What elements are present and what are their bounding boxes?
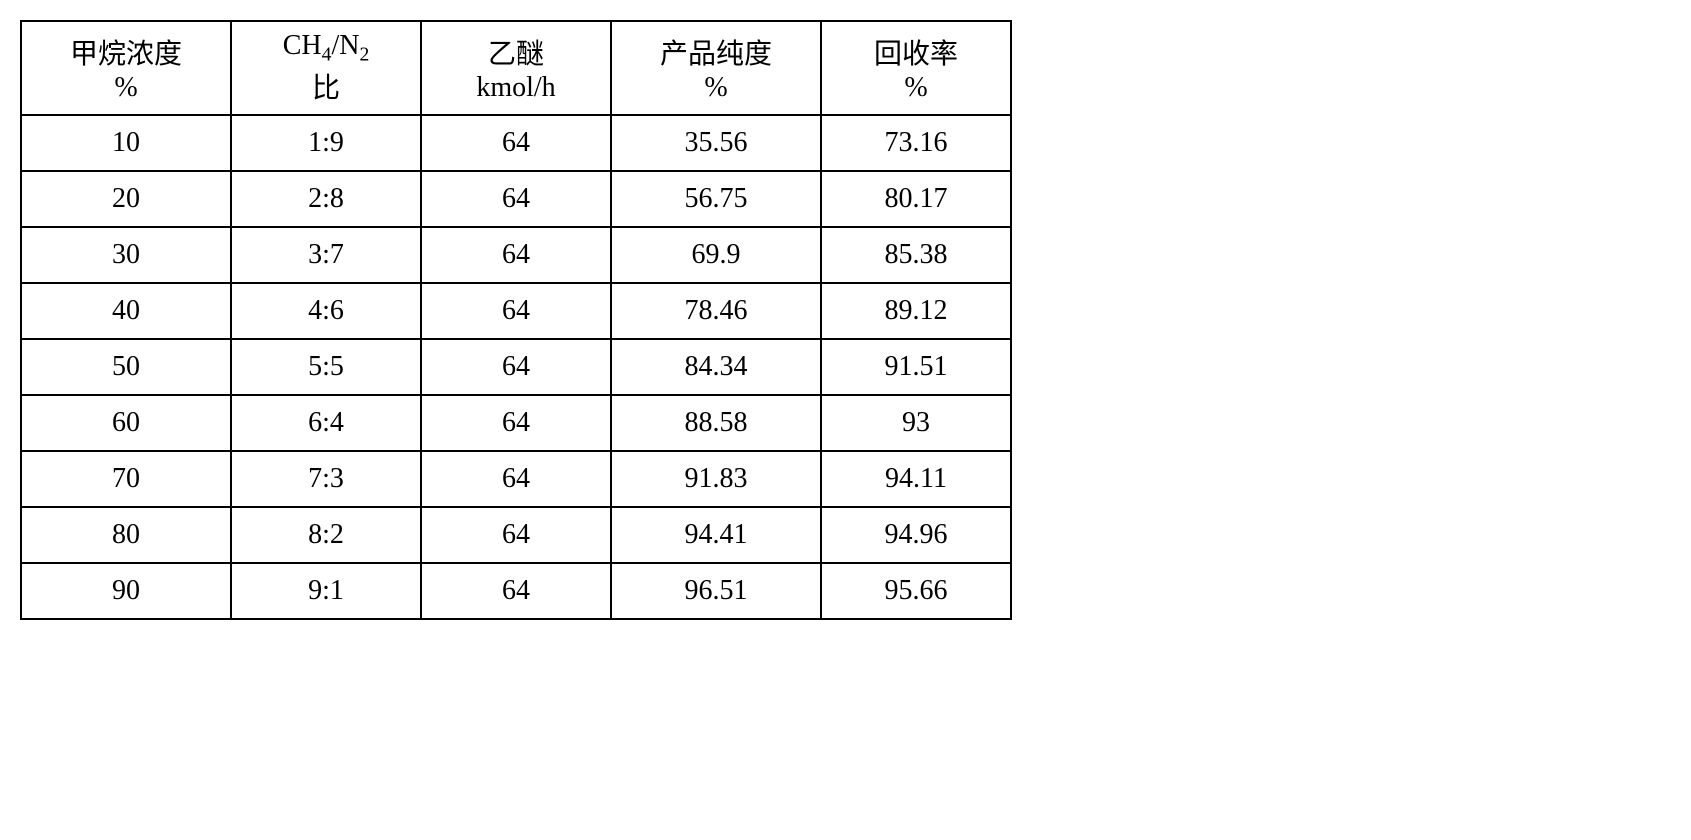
column-header-2: 乙醚kmol/h <box>421 21 611 115</box>
header-line2: 比 <box>246 66 406 106</box>
table-cell: 85.38 <box>821 227 1011 283</box>
table-cell: 6:4 <box>231 395 421 451</box>
column-header-1: CH4/N2比 <box>231 21 421 115</box>
table-cell: 64 <box>421 283 611 339</box>
header-line2: kmol/h <box>436 72 596 104</box>
table-cell: 64 <box>421 115 611 171</box>
table-cell: 64 <box>421 395 611 451</box>
table-cell: 91.83 <box>611 451 821 507</box>
column-header-3: 产品纯度% <box>611 21 821 115</box>
table-cell: 10 <box>21 115 231 171</box>
table-cell: 8:2 <box>231 507 421 563</box>
table-cell: 64 <box>421 451 611 507</box>
table-row: 404:66478.4689.12 <box>21 283 1011 339</box>
table-cell: 64 <box>421 507 611 563</box>
table-cell: 9:1 <box>231 563 421 619</box>
column-header-4: 回收率% <box>821 21 1011 115</box>
table-cell: 7:3 <box>231 451 421 507</box>
table-cell: 80.17 <box>821 171 1011 227</box>
table-cell: 30 <box>21 227 231 283</box>
table-cell: 94.41 <box>611 507 821 563</box>
data-table: 甲烷浓度%CH4/N2比乙醚kmol/h产品纯度%回收率% 101:96435.… <box>20 20 1012 620</box>
table-row: 707:36491.8394.11 <box>21 451 1011 507</box>
table-cell: 93 <box>821 395 1011 451</box>
table-cell: 60 <box>21 395 231 451</box>
table-row: 303:76469.985.38 <box>21 227 1011 283</box>
table-cell: 95.66 <box>821 563 1011 619</box>
table-cell: 5:5 <box>231 339 421 395</box>
header-line1: 乙醚 <box>436 32 596 72</box>
table-cell: 94.11 <box>821 451 1011 507</box>
table-cell: 84.34 <box>611 339 821 395</box>
column-header-0: 甲烷浓度% <box>21 21 231 115</box>
table-row: 909:16496.5195.66 <box>21 563 1011 619</box>
table-cell: 70 <box>21 451 231 507</box>
table-cell: 96.51 <box>611 563 821 619</box>
header-line2: % <box>626 72 806 104</box>
header-line2: % <box>36 72 216 104</box>
table-cell: 80 <box>21 507 231 563</box>
table-cell: 35.56 <box>611 115 821 171</box>
table-cell: 4:6 <box>231 283 421 339</box>
table-cell: 56.75 <box>611 171 821 227</box>
table-row: 808:26494.4194.96 <box>21 507 1011 563</box>
table-cell: 3:7 <box>231 227 421 283</box>
table-cell: 91.51 <box>821 339 1011 395</box>
table-cell: 94.96 <box>821 507 1011 563</box>
table-cell: 64 <box>421 227 611 283</box>
table-cell: 89.12 <box>821 283 1011 339</box>
table-cell: 69.9 <box>611 227 821 283</box>
table-row: 202:86456.7580.17 <box>21 171 1011 227</box>
header-line1: 回收率 <box>836 32 996 72</box>
table-cell: 50 <box>21 339 231 395</box>
table-row: 606:46488.5893 <box>21 395 1011 451</box>
table-cell: 64 <box>421 339 611 395</box>
table-cell: 88.58 <box>611 395 821 451</box>
table-cell: 73.16 <box>821 115 1011 171</box>
table-cell: 90 <box>21 563 231 619</box>
table-cell: 20 <box>21 171 231 227</box>
header-line1: CH4/N2 <box>246 30 406 67</box>
table-cell: 1:9 <box>231 115 421 171</box>
header-line1: 甲烷浓度 <box>36 32 216 72</box>
table-cell: 78.46 <box>611 283 821 339</box>
table-row: 101:96435.5673.16 <box>21 115 1011 171</box>
table-body: 101:96435.5673.16202:86456.7580.17303:76… <box>21 115 1011 619</box>
header-row: 甲烷浓度%CH4/N2比乙醚kmol/h产品纯度%回收率% <box>21 21 1011 115</box>
table-cell: 64 <box>421 171 611 227</box>
header-line2: % <box>836 72 996 104</box>
table-cell: 64 <box>421 563 611 619</box>
table-cell: 2:8 <box>231 171 421 227</box>
table-cell: 40 <box>21 283 231 339</box>
table-header: 甲烷浓度%CH4/N2比乙醚kmol/h产品纯度%回收率% <box>21 21 1011 115</box>
table-row: 505:56484.3491.51 <box>21 339 1011 395</box>
header-line1: 产品纯度 <box>626 32 806 72</box>
